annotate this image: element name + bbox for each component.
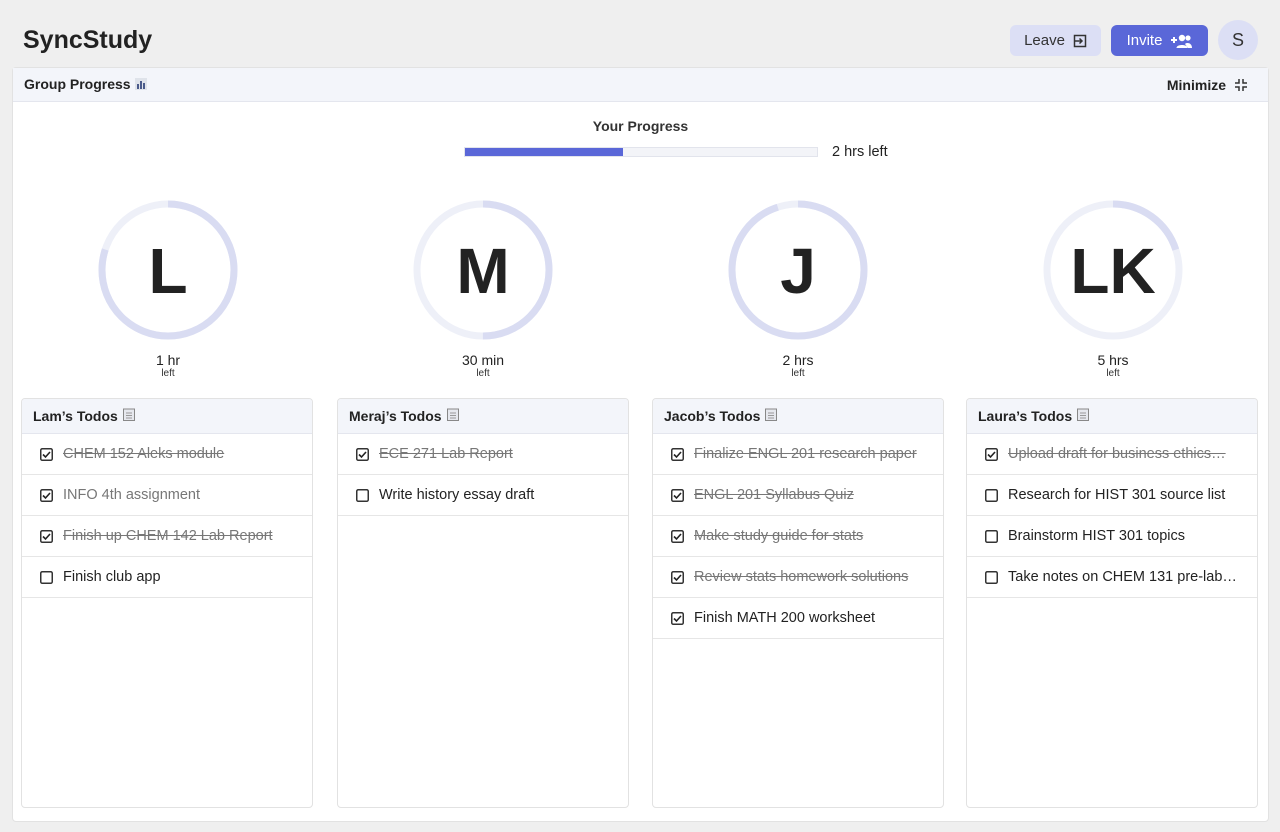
member-time-unit: left [1106,368,1120,379]
todo-card-title: Meraj’s Todos [349,408,442,424]
todo-item: ECE 271 Lab Report [338,434,628,475]
todo-item: Finish club app [22,557,312,598]
leave-label: Leave [1024,32,1065,49]
todo-card-header: Meraj’s Todos [338,399,628,434]
progress-remaining: 2 hrs left [832,144,888,160]
todo-text: Brainstorm HIST 301 topics [1008,528,1186,544]
chart-icon [134,78,147,90]
todo-card-header: Laura’s Todos [967,399,1257,434]
todo-checkbox[interactable] [985,529,998,543]
leave-button[interactable]: Leave [1010,25,1101,56]
todo-checkbox[interactable] [985,488,998,502]
todo-checkbox[interactable] [40,529,53,543]
todo-checkbox[interactable] [985,447,998,461]
member-time: 5 hrs [1097,352,1128,368]
group-progress-panel: Group Progress Minimize Your Progress 2 … [12,67,1269,822]
member-time-unit: left [791,368,805,379]
todo-card: Lam’s Todos CHEM 152 Aleks module INFO 4th… [21,398,313,808]
todo-card-title: Laura’s Todos [978,408,1073,424]
todo-checkbox[interactable] [356,488,369,502]
todo-item: Take notes on CHEM 131 pre-lab… [967,557,1257,598]
todo-text: ECE 271 Lab Report [379,446,513,462]
todo-card: Meraj’s Todos ECE 271 Lab Report Write his… [337,398,629,808]
todo-checkbox[interactable] [40,570,53,584]
notepad-icon [122,408,135,424]
todo-text: Review stats homework solutions [694,569,909,585]
todo-item: INFO 4th assignment [22,475,312,516]
todo-item: ENGL 201 Syllabus Quiz [653,475,943,516]
todo-item: Finish up CHEM 142 Lab Report [22,516,312,557]
todo-text: INFO 4th assignment [63,487,200,503]
member-time: 2 hrs [782,352,813,368]
todo-text: ENGL 201 Syllabus Quiz [694,487,854,503]
member-initials: LK [1070,235,1155,307]
todo-item: CHEM 152 Aleks module [22,434,312,475]
todo-item: Finish MATH 200 worksheet [653,598,943,639]
todo-card: Jacob’s Todos Finalize ENGL 201 research … [652,398,944,808]
member-time-unit: left [476,368,490,379]
todo-item: Finalize ENGL 201 research paper [653,434,943,475]
notepad-icon [765,408,778,424]
progress-track [464,147,818,157]
todo-checkbox[interactable] [356,447,369,461]
todo-text: Finalize ENGL 201 research paper [694,446,917,462]
ring-progress [413,200,553,340]
todo-checkbox[interactable] [985,570,998,584]
your-progress-label: Your Progress [592,118,689,134]
ring-progress [728,200,868,340]
todo-checkbox[interactable] [671,447,684,461]
todo-item: Write history essay draft [338,475,628,516]
member-initials: J [780,235,816,307]
todo-checkbox[interactable] [40,488,53,502]
todo-card-header: Lam’s Todos [22,399,312,434]
todo-text: Finish up CHEM 142 Lab Report [63,528,273,544]
panel-title: Group Progress [24,76,131,92]
todo-text: Take notes on CHEM 131 pre-lab… [1008,569,1237,585]
todo-checkbox[interactable] [671,570,684,584]
todo-text: Write history essay draft [379,487,535,503]
panel-header: Group Progress Minimize [13,68,1268,102]
todo-card-title: Lam’s Todos [33,408,118,424]
notepad-icon [1077,408,1090,424]
leave-icon [1073,34,1087,47]
todo-item: Research for HIST 301 source list [967,475,1257,516]
member-initials: L [148,235,187,307]
todo-checkbox[interactable] [40,447,53,461]
minimize-label: Minimize [1166,77,1226,93]
minimize-icon [1235,79,1247,91]
ring-progress [1043,200,1183,340]
todo-item: Upload draft for business ethics… [967,434,1257,475]
todo-text: Finish MATH 200 worksheet [694,610,876,626]
notepad-icon [446,408,459,424]
minimize-button[interactable]: Minimize [1167,77,1248,93]
member-time: 30 min [462,352,504,368]
todo-card: Laura’s Todos Upload draft for business e… [966,398,1258,808]
avatar-initial: S [1231,29,1244,50]
todo-text: CHEM 152 Aleks module [63,446,225,462]
todo-checkbox[interactable] [671,488,684,502]
invite-button[interactable]: Invite [1111,25,1208,56]
invite-label: Invite [1126,32,1163,49]
todo-text: Finish club app [63,569,161,585]
invite-icon [1171,34,1193,48]
todo-text: Upload draft for business ethics… [1008,446,1226,462]
app-title: SyncStudy [23,26,153,54]
todo-checkbox[interactable] [671,529,684,543]
member-time-unit: left [161,368,175,379]
todo-text: Research for HIST 301 source list [1008,487,1226,503]
todo-card-title: Jacob’s Todos [664,408,761,424]
todo-text: Make study guide for stats [694,528,864,544]
todo-item: Make study guide for stats [653,516,943,557]
todo-card-header: Jacob’s Todos [653,399,943,434]
member-initials: M [456,235,509,307]
todo-checkbox[interactable] [671,611,684,625]
todo-item: Brainstorm HIST 301 topics [967,516,1257,557]
todo-item: Review stats homework solutions [653,557,943,598]
ring-progress [98,200,238,340]
progress-fill [465,148,624,156]
member-time: 1 hr [156,352,180,368]
avatar[interactable]: S [1218,20,1258,60]
